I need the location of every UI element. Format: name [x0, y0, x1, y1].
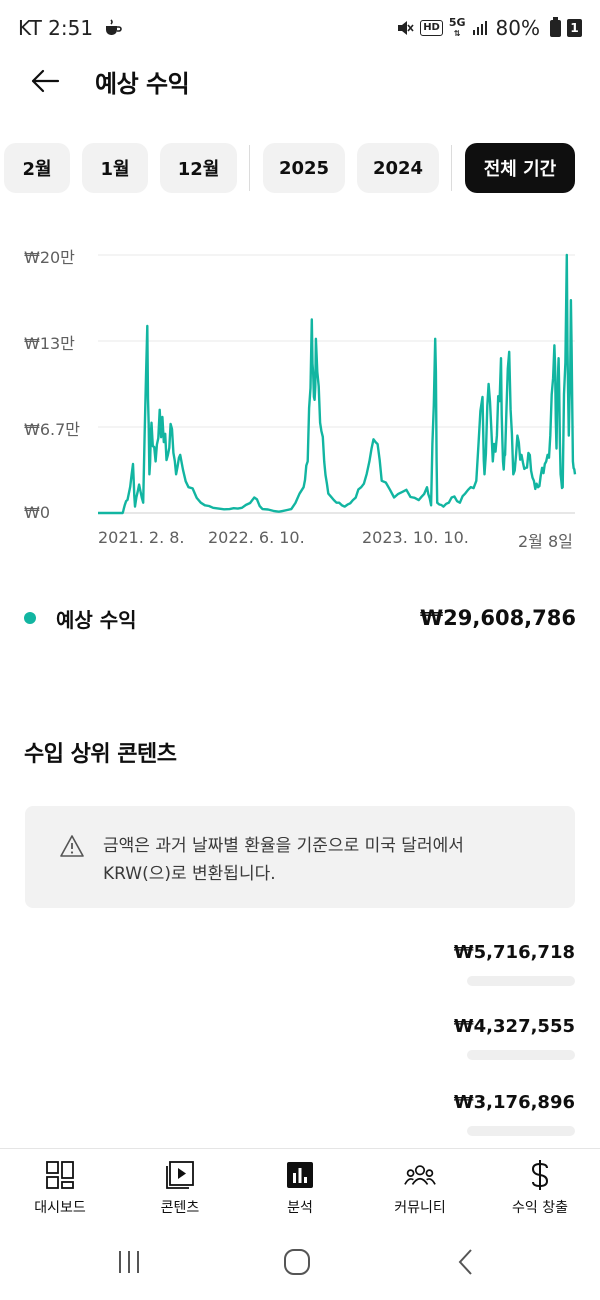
nav-monetization[interactable]: 수익 창출: [480, 1149, 600, 1224]
chip-all-time[interactable]: 전체 기간: [465, 143, 575, 193]
hd-icon: HD: [420, 20, 443, 36]
chip-2025[interactable]: 2025: [263, 143, 345, 193]
chevron-left-icon: [458, 1249, 472, 1275]
nav-label: 대시보드: [34, 1200, 86, 1216]
y-tick-label: ₩13만: [24, 334, 75, 353]
mute-icon: [398, 21, 414, 35]
monetization-icon: [531, 1160, 549, 1190]
warning-icon: [60, 835, 84, 857]
app-header: 예상 수익: [0, 56, 600, 106]
content-title-fragment: .: [466, 1094, 471, 1110]
bottom-nav: 대시보드 콘텐츠 분석: [0, 1148, 600, 1224]
y-tick-label: ₩0: [24, 503, 50, 522]
chip-dec[interactable]: 12월: [160, 143, 237, 193]
revenue-chart[interactable]: ₩20만 ₩13만 ₩6.7만 ₩0 2021. 2. 8. 2022. 6. …: [0, 230, 600, 560]
exchange-rate-notice: 금액은 과거 날짜별 환율을 기준으로 미국 달러에서 KRW(으)로 변환됩니…: [25, 806, 575, 908]
nav-label: 수익 창출: [512, 1200, 568, 1216]
carrier-time: KT 2:51: [18, 16, 94, 40]
chip-divider: [249, 145, 250, 191]
content-revenue: ₩3,176,896: [453, 1092, 575, 1113]
network-5g-icon: 5G ⇅: [448, 16, 466, 38]
arrow-back-icon: [31, 69, 60, 93]
status-bar: KT 2:51 HD 5G ⇅ 80% 1: [0, 0, 600, 56]
nav-community[interactable]: 커뮤니티: [360, 1149, 480, 1224]
battery-icon: [550, 16, 561, 37]
total-revenue-value: ₩29,608,786: [419, 606, 576, 630]
page-title: 예상 수익: [95, 70, 190, 98]
nav-dashboard[interactable]: 대시보드: [0, 1149, 120, 1224]
nav-label: 분석: [287, 1200, 313, 1216]
recent-apps-icon: [119, 1251, 139, 1273]
chip-feb[interactable]: 2월: [4, 143, 70, 193]
home-icon: [284, 1249, 310, 1275]
period-selector: 2월 1월 12월 2025 2024 전체 기간: [4, 143, 600, 193]
section-title-top-content: 수입 상위 콘텐츠: [24, 742, 177, 767]
analytics-icon: [287, 1162, 313, 1188]
legend-total-row: 예상 수익 ₩29,608,786: [24, 600, 576, 636]
signal-icon: [472, 21, 487, 35]
chip-jan[interactable]: 1월: [82, 143, 148, 193]
revenue-bar: [467, 1050, 575, 1060]
chip-divider: [451, 145, 452, 191]
revenue-bar: [467, 976, 575, 986]
top-content-item[interactable]: ₩4,327,555: [25, 1016, 575, 1076]
system-back-button[interactable]: [446, 1246, 486, 1278]
y-tick-label: ₩6.7만: [24, 420, 80, 439]
home-button[interactable]: [277, 1246, 317, 1278]
chart-plot: [98, 253, 577, 515]
top-content-item[interactable]: . ₩3,176,896: [25, 1092, 575, 1152]
back-button[interactable]: [28, 64, 62, 98]
top-content-item[interactable]: ₩5,716,718: [25, 942, 575, 1002]
content-revenue: ₩5,716,718: [453, 942, 575, 963]
system-nav-bar: [0, 1224, 600, 1300]
x-tick-label: 2023. 10. 10.: [362, 528, 469, 547]
legend-dot: [24, 612, 36, 624]
series-line-estimated-revenue: [98, 253, 577, 515]
content-revenue: ₩4,327,555: [453, 1016, 575, 1037]
y-tick-label: ₩20만: [24, 248, 75, 267]
chip-2024[interactable]: 2024: [357, 143, 439, 193]
nav-content[interactable]: 콘텐츠: [120, 1149, 240, 1224]
x-tick-label: 2022. 6. 10.: [208, 528, 305, 547]
x-tick-label: 2월 8일: [518, 532, 573, 551]
revenue-bar: [467, 1126, 575, 1136]
content-icon: [166, 1161, 194, 1189]
x-tick-label: 2021. 2. 8.: [98, 528, 185, 547]
nav-label: 콘텐츠: [160, 1200, 200, 1216]
dashboard-icon: [46, 1161, 74, 1189]
community-icon: [404, 1165, 436, 1185]
battery-percent: 80%: [495, 16, 540, 40]
sim-badge: 1: [567, 19, 582, 37]
legend-label: 예상 수익: [56, 607, 137, 632]
nav-analytics[interactable]: 분석: [240, 1149, 360, 1224]
nav-label: 커뮤니티: [394, 1200, 446, 1216]
notice-text: 금액은 과거 날짜별 환율을 기준으로 미국 달러에서 KRW(으)로 변환됩니…: [103, 836, 464, 884]
recent-apps-button[interactable]: [109, 1246, 149, 1278]
cup-notification-icon: [106, 19, 122, 35]
